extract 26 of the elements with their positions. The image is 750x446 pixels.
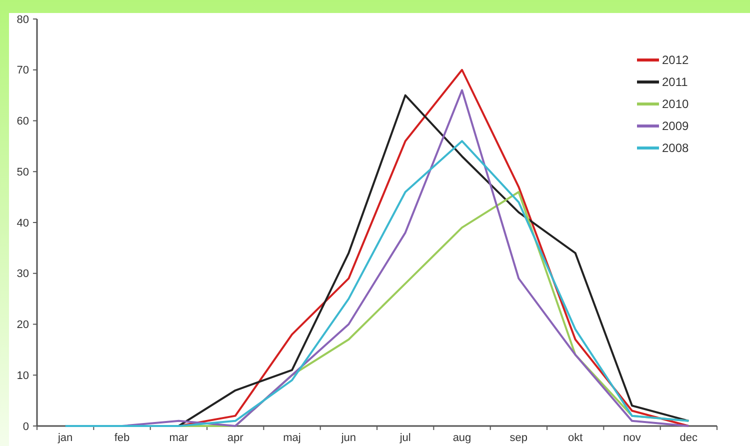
y-tick-label: 50 [16,166,29,178]
y-tick-label: 80 [16,14,29,26]
x-tick-label: jun [340,432,356,444]
x-tick-label: jan [56,432,73,444]
legend-label: 2011 [662,75,688,90]
x-tick-label: apr [227,432,244,444]
x-tick-label: nov [623,432,642,444]
legend-label: 2008 [662,141,690,156]
x-tick-label: feb [114,432,130,444]
x-tick-label: sep [510,432,528,444]
x-tick-label: aug [452,432,472,444]
x-tick-label: maj [283,432,301,444]
y-tick-label: 0 [22,420,29,433]
x-tick-label: okt [568,432,583,444]
legend-label: 2010 [662,97,690,112]
x-tick-label: mar [169,432,188,444]
legend-label: 2012 [662,53,690,68]
x-tick-label: jul [398,432,411,444]
y-tick-label: 40 [16,217,29,230]
y-tick-label: 20 [16,319,29,332]
y-tick-label: 70 [16,64,29,77]
legend-label: 2009 [662,119,690,134]
x-tick-label: dec [680,432,698,444]
y-tick-label: 60 [16,116,29,128]
y-tick-label: 10 [16,370,29,382]
y-tick-label: 30 [16,268,29,280]
